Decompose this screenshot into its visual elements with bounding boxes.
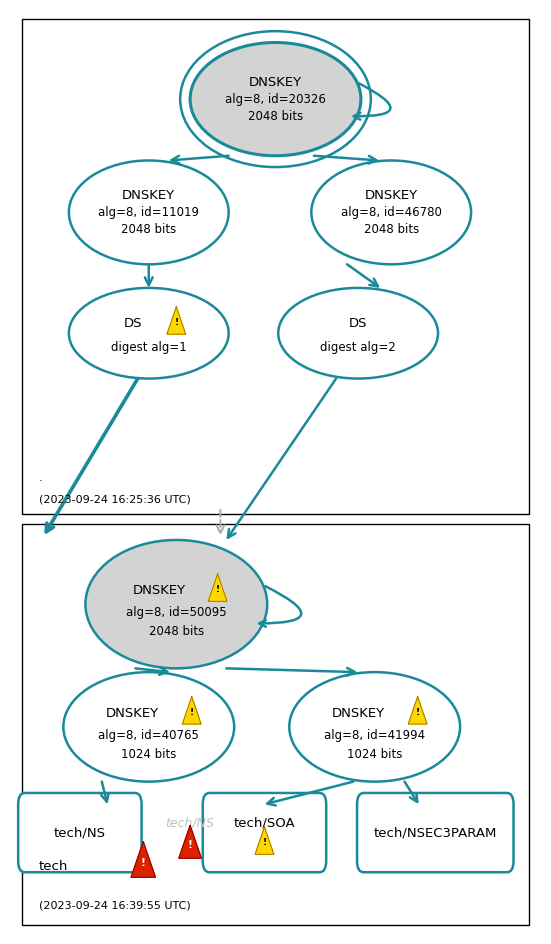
Text: alg=8, id=20326: alg=8, id=20326 xyxy=(225,93,326,106)
Bar xyxy=(22,19,529,514)
Text: (2023-09-24 16:39:55 UTC): (2023-09-24 16:39:55 UTC) xyxy=(39,901,190,910)
Ellipse shape xyxy=(278,288,438,379)
Text: tech/NS: tech/NS xyxy=(166,817,214,830)
Ellipse shape xyxy=(69,160,229,264)
Polygon shape xyxy=(182,697,201,724)
FancyBboxPatch shape xyxy=(18,793,142,872)
Text: .: . xyxy=(39,474,42,483)
Text: alg=8, id=40765: alg=8, id=40765 xyxy=(98,729,199,742)
Text: DNSKEY: DNSKEY xyxy=(332,707,385,720)
Text: DNSKEY: DNSKEY xyxy=(106,707,159,720)
Text: !: ! xyxy=(190,708,194,717)
Text: alg=8, id=41994: alg=8, id=41994 xyxy=(324,729,425,742)
Text: tech: tech xyxy=(39,860,68,873)
Ellipse shape xyxy=(69,288,229,379)
Text: alg=8, id=11019: alg=8, id=11019 xyxy=(98,206,199,219)
Bar xyxy=(22,524,529,925)
Text: tech/NS: tech/NS xyxy=(54,826,106,839)
Text: DS: DS xyxy=(124,317,143,330)
FancyArrowPatch shape xyxy=(354,83,391,120)
Text: DNSKEY: DNSKEY xyxy=(133,584,186,598)
Text: alg=8, id=50095: alg=8, id=50095 xyxy=(126,606,226,619)
Text: digest alg=2: digest alg=2 xyxy=(320,341,396,354)
Text: alg=8, id=46780: alg=8, id=46780 xyxy=(341,206,442,219)
Polygon shape xyxy=(208,574,227,601)
Ellipse shape xyxy=(63,672,234,782)
Text: DNSKEY: DNSKEY xyxy=(365,189,418,202)
Polygon shape xyxy=(131,842,155,877)
Polygon shape xyxy=(255,827,274,854)
Text: 2048 bits: 2048 bits xyxy=(149,625,204,638)
Text: 2048 bits: 2048 bits xyxy=(364,223,419,236)
Text: !: ! xyxy=(262,838,267,848)
Text: 1024 bits: 1024 bits xyxy=(347,748,402,761)
Text: tech/NSEC3PARAM: tech/NSEC3PARAM xyxy=(374,826,497,839)
Text: !: ! xyxy=(174,318,179,328)
Text: DNSKEY: DNSKEY xyxy=(249,76,302,89)
Text: 2048 bits: 2048 bits xyxy=(248,110,303,123)
Text: !: ! xyxy=(188,840,192,850)
Ellipse shape xyxy=(85,540,267,668)
Text: digest alg=1: digest alg=1 xyxy=(111,341,187,354)
Text: (2023-09-24 16:25:36 UTC): (2023-09-24 16:25:36 UTC) xyxy=(39,495,190,504)
FancyBboxPatch shape xyxy=(357,793,514,872)
Ellipse shape xyxy=(311,160,471,264)
Polygon shape xyxy=(408,697,427,724)
Text: !: ! xyxy=(141,857,145,868)
Text: DNSKEY: DNSKEY xyxy=(122,189,175,202)
Text: 1024 bits: 1024 bits xyxy=(121,748,176,761)
Text: tech/SOA: tech/SOA xyxy=(234,817,295,830)
Text: !: ! xyxy=(215,585,220,595)
Ellipse shape xyxy=(289,672,460,782)
FancyArrowPatch shape xyxy=(259,586,301,627)
Text: DS: DS xyxy=(349,317,368,330)
FancyBboxPatch shape xyxy=(203,793,326,872)
Text: 2048 bits: 2048 bits xyxy=(121,223,176,236)
Polygon shape xyxy=(167,307,186,334)
Text: !: ! xyxy=(415,708,420,717)
Ellipse shape xyxy=(190,42,361,156)
Polygon shape xyxy=(179,825,201,858)
